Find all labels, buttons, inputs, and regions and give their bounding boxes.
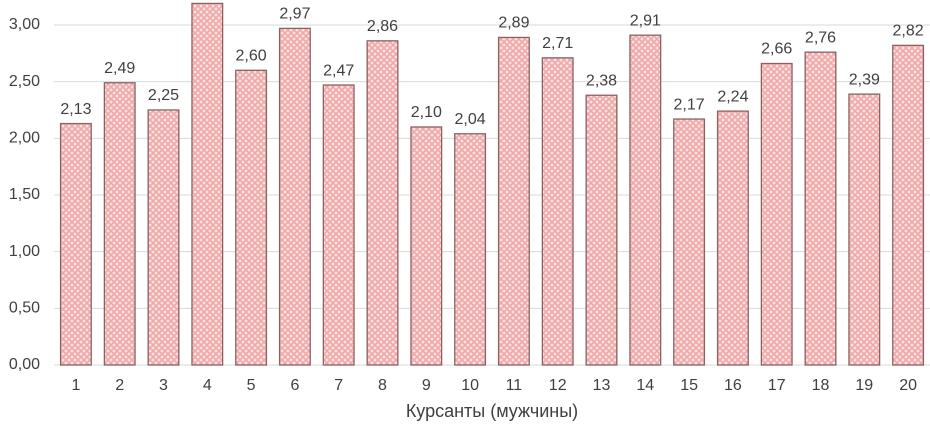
value-label: 2,25 (148, 87, 179, 104)
x-tick-label: 1 (71, 377, 80, 394)
value-label: 2,10 (411, 104, 442, 121)
value-label: 2,17 (674, 96, 705, 113)
x-tick-label: 4 (203, 377, 212, 394)
bar (716, 110, 749, 366)
x-tick-label: 3 (159, 377, 168, 394)
value-label: 2,39 (849, 71, 880, 88)
x-tick-label: 11 (506, 377, 523, 394)
bar (804, 51, 837, 366)
x-tick-label: 16 (724, 377, 742, 394)
x-tick-label: 6 (290, 377, 299, 394)
x-tick-label: 20 (899, 377, 917, 394)
value-label: 2,91 (630, 12, 661, 29)
y-tick-label: 3,00 (9, 16, 40, 33)
bar (541, 57, 574, 366)
bar (760, 62, 793, 366)
value-label: 2,04 (455, 111, 486, 128)
bar (848, 93, 881, 366)
value-label: 2,76 (805, 29, 836, 46)
x-tick-label: 19 (855, 377, 873, 394)
value-label: 2,71 (542, 35, 573, 52)
value-label: 2,49 (104, 60, 135, 77)
bar (191, 2, 224, 366)
bar (366, 40, 399, 366)
y-tick-label: 2,00 (9, 130, 40, 147)
bar (235, 69, 268, 366)
x-tick-label: 14 (636, 377, 654, 394)
x-tick-label: 18 (812, 377, 830, 394)
bar (278, 27, 311, 366)
x-tick-label: 5 (247, 377, 256, 394)
value-label: 2,86 (367, 18, 398, 35)
value-label: 2,47 (323, 62, 354, 79)
bar (585, 94, 618, 366)
value-label: 2,97 (279, 6, 310, 23)
bar (147, 109, 180, 366)
y-tick-label: 1,50 (9, 186, 40, 203)
bar (454, 133, 487, 366)
value-label: 2,38 (586, 72, 617, 89)
x-tick-label: 12 (549, 377, 567, 394)
value-label: 2,60 (236, 48, 267, 65)
x-tick-label: 10 (461, 377, 479, 394)
y-tick-label: 1,00 (9, 243, 40, 260)
value-label: 2,66 (761, 41, 792, 58)
x-axis-title: Курсанты (мужчины) (406, 401, 578, 421)
y-tick-label: 0,00 (9, 356, 40, 373)
x-tick-label: 9 (422, 377, 431, 394)
y-tick-label: 0,50 (9, 300, 40, 317)
bar (103, 82, 136, 366)
bar (892, 44, 925, 366)
y-tick-label: 2,50 (9, 73, 40, 90)
bar (629, 34, 662, 366)
value-label: 2,82 (893, 23, 924, 40)
value-label: 2,13 (60, 101, 91, 118)
bar (59, 122, 92, 366)
x-tick-label: 2 (115, 377, 124, 394)
x-tick-label: 8 (378, 377, 387, 394)
x-tick-label: 13 (593, 377, 611, 394)
value-label: 2,24 (717, 88, 748, 105)
bar (322, 84, 355, 366)
x-tick-label: 7 (334, 377, 343, 394)
value-label: 2,89 (498, 15, 529, 32)
bar (497, 36, 530, 366)
x-tick-label: 15 (680, 377, 698, 394)
bar (410, 126, 443, 366)
x-tick-label: 17 (768, 377, 786, 394)
bar (673, 118, 706, 366)
